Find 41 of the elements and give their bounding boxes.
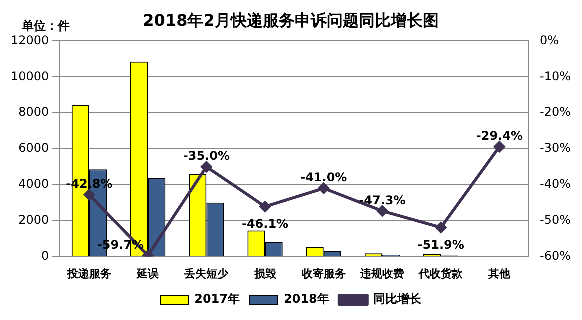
point [494,141,506,152]
data-label: -29.4% [476,128,524,143]
data-label: -41.0% [300,170,348,185]
chart-title: 2018年2月快递服务申诉问题同比增长图 [143,10,439,30]
y-tick-label: 8000 [18,105,50,120]
y-tick-label: 4000 [18,177,50,192]
y2-tick-label: -50% [540,212,572,227]
y2-tick-label: -20% [540,105,572,120]
point [376,206,388,217]
point [84,189,95,200]
y2-tick-label: -40% [540,177,572,192]
y-tick-label: 0 [42,248,50,263]
data-label: -51.9% [418,238,464,252]
y2-tick-label: -30% [540,141,572,156]
data-label: -46.1% [242,216,289,231]
x-tick-label: 丢失短少 [184,267,230,280]
text: 单位：件 [22,18,70,35]
legend-label: 2018年 [284,292,330,306]
x-tick-label: 投递服务 [66,267,112,280]
x-tick-label: 延误 [136,267,160,280]
y-tick-label: 2000 [18,212,50,227]
x-tick-label: 其他 [488,267,512,280]
data-label: -35.0% [183,149,230,164]
point [201,161,212,172]
point [318,183,330,194]
y2-tick-label: -60% [540,248,572,263]
y-tick-label: 6000 [18,141,50,156]
data-label: -47.3% [359,193,406,208]
x-tick-label: 收寄服务 [302,267,346,280]
point [260,201,271,212]
legend-label: 2017年 [194,292,240,306]
x-tick-label: 代收货款 [418,267,464,280]
data-label: -42.8% [66,177,113,192]
y2-tick-label: 0% [540,33,560,48]
x-tick-label: 损毁 [253,267,278,280]
point [436,222,447,234]
y2-tick-label: -10% [540,69,572,84]
x-tick-label: 违规收费 [359,267,404,280]
legend-label: 同比增长 [373,292,422,306]
y-tick-label: 10000 [10,69,50,84]
y-tick-label: 12000 [10,33,50,48]
